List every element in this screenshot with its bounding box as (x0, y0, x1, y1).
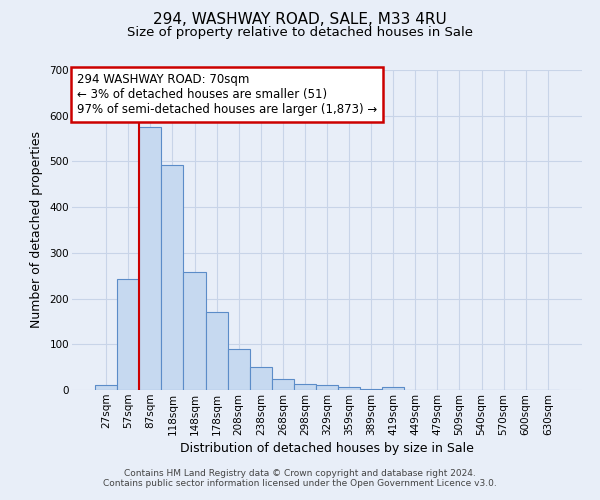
Text: 294, WASHWAY ROAD, SALE, M33 4RU: 294, WASHWAY ROAD, SALE, M33 4RU (153, 12, 447, 28)
Text: 294 WASHWAY ROAD: 70sqm
← 3% of detached houses are smaller (51)
97% of semi-det: 294 WASHWAY ROAD: 70sqm ← 3% of detached… (77, 73, 377, 116)
Bar (184, 272, 206, 390)
Bar (294, 384, 316, 390)
Bar (206, 312, 227, 390)
Text: Size of property relative to detached houses in Sale: Size of property relative to detached ho… (127, 26, 473, 39)
X-axis label: Distribution of detached houses by size in Sale: Distribution of detached houses by size … (180, 442, 474, 455)
Bar (139, 127, 161, 390)
Bar (161, 164, 184, 390)
Text: Contains public sector information licensed under the Open Government Licence v3: Contains public sector information licen… (103, 478, 497, 488)
Y-axis label: Number of detached properties: Number of detached properties (29, 132, 43, 328)
Bar (382, 387, 404, 390)
Bar (250, 367, 272, 390)
Bar (316, 386, 338, 390)
Bar (272, 378, 294, 390)
Bar (95, 384, 117, 390)
Bar (227, 349, 250, 390)
Bar (338, 388, 360, 390)
Bar (360, 388, 382, 390)
Text: Contains HM Land Registry data © Crown copyright and database right 2024.: Contains HM Land Registry data © Crown c… (124, 468, 476, 477)
Bar (117, 279, 139, 390)
